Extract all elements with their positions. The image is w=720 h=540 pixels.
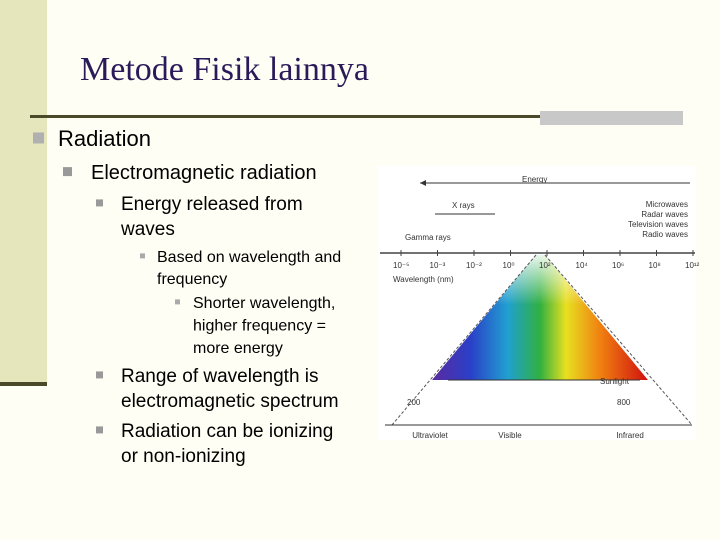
bullet-text: electromagnetic spectrum (121, 391, 339, 412)
bullet-text: higher frequency = (193, 317, 326, 334)
bullet-marker (63, 167, 72, 177)
bullet-text: Electromagnetic radiation (91, 162, 317, 184)
spectrum-figure: Energy X rays Gamma rays Wavelength (nm)… (378, 166, 700, 440)
wavelength-tick: 10⁻² (466, 261, 482, 270)
wavelength-tick: 10⁰ (503, 261, 515, 270)
bullet-marker (33, 132, 44, 144)
bullet-text: waves (120, 219, 175, 240)
dash-left (391, 254, 537, 426)
side-bar-line (0, 382, 47, 386)
wavelength-tick: 10² (539, 261, 551, 270)
wave-label: Television waves (628, 220, 688, 229)
bullet-marker (140, 253, 145, 259)
wave-label: Microwaves (646, 200, 688, 209)
bullet-text: Radiation (58, 126, 151, 151)
wave-label: Radar waves (641, 210, 688, 219)
bullet-text: Energy released from (121, 194, 303, 215)
bullet-text: Based on wavelength and (157, 249, 341, 266)
band-left: 200 (407, 398, 421, 407)
wavelength-tick: 10⁸ (649, 261, 661, 270)
side-bar (0, 0, 47, 384)
cone-fade (432, 255, 648, 380)
bullet-text: more energy (193, 340, 283, 357)
wavelength-label: Wavelength (nm) (393, 275, 454, 284)
bullet-text: Radiation can be ionizing (121, 421, 333, 442)
xray-label: X rays (452, 201, 475, 210)
bullet-marker (96, 426, 103, 434)
gamma-label: Gamma rays (405, 233, 451, 242)
wavelength-tick: 10⁻⁵ (393, 261, 409, 270)
energy-label: Energy (522, 175, 547, 184)
bullet-text: Range of wavelength is (121, 366, 319, 387)
bullet-text: or non-ionizing (121, 446, 246, 467)
bullets: Radiation Electromagnetic radiation Energy… (33, 126, 341, 467)
title-rule (30, 115, 540, 118)
title-rule-block (540, 111, 683, 125)
wavelength-tick: 10⁴ (576, 261, 589, 270)
bullet-text: Shorter wavelength, (193, 295, 335, 312)
wavelength-tick: 10⁻³ (430, 261, 446, 270)
bullet-marker (96, 371, 103, 379)
bullet-text: frequency (157, 271, 227, 288)
bullet-marker (96, 199, 103, 207)
title: Metode Fisik lainnya (80, 51, 369, 88)
band-right: 800 (617, 398, 631, 407)
region-label: Infrared (616, 431, 644, 440)
wavelength-tick: 10¹² (685, 261, 700, 270)
bullet-marker (175, 299, 180, 305)
wave-label: Radio waves (642, 230, 688, 239)
wavelength-tick: 10⁶ (612, 261, 624, 270)
region-label: Ultraviolet (412, 431, 448, 440)
region-label: Visible (498, 431, 522, 440)
sunlight-label: Sunlight (600, 377, 630, 386)
dash-right (544, 254, 693, 426)
arrow-head (420, 180, 426, 186)
